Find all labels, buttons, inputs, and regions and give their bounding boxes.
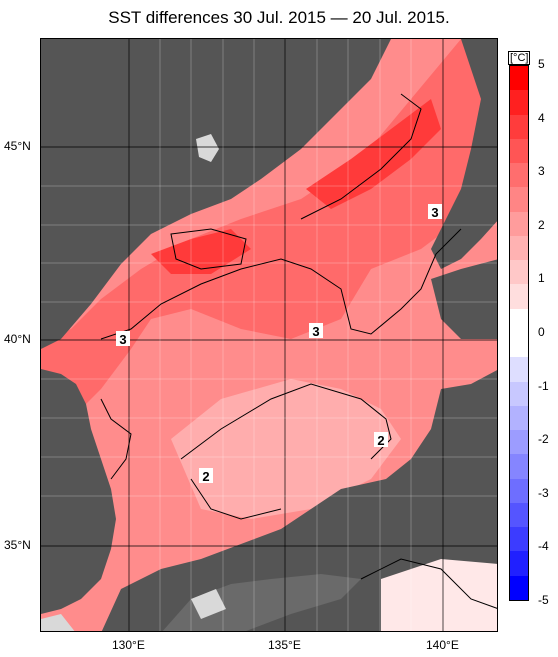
anomaly-hotspot-north xyxy=(306,99,441,209)
island-patch-sw xyxy=(41,614,75,631)
sst-map-canvas: 3 3 3 2 2 xyxy=(41,39,497,631)
colorbar-segment xyxy=(510,575,528,601)
contour-label: 2 xyxy=(202,469,209,484)
colorbar-tick-label: -3 xyxy=(538,485,549,500)
contour-3c-korea xyxy=(100,398,132,480)
lat-tick-label: 40°N xyxy=(4,332,31,346)
colorbar-segment xyxy=(510,138,528,164)
colorbar-segment xyxy=(510,235,528,261)
land-honshu xyxy=(101,370,497,631)
lon-tick-label: 130°E xyxy=(112,638,145,652)
colorbar-segment xyxy=(510,163,528,188)
colorbar-tick-label: 4 xyxy=(538,110,545,125)
lon-tick-label: 135°E xyxy=(268,638,301,652)
contour-lines xyxy=(100,93,497,609)
colorbar-segment xyxy=(510,90,528,116)
land-hokkaido xyxy=(431,259,497,339)
colorbar-segment xyxy=(510,381,528,407)
contour-label: 3 xyxy=(119,332,126,347)
colorbar-segment xyxy=(510,357,528,383)
contour-3c-north xyxy=(300,93,422,220)
sea-pacific xyxy=(381,559,497,631)
land-sakhalin xyxy=(431,39,497,269)
colorbar-segment xyxy=(510,66,528,91)
colorbar-segment xyxy=(510,430,528,455)
lon-tick-label: 140°E xyxy=(426,638,459,652)
colorbar-segment xyxy=(510,114,528,140)
colorbar-segment xyxy=(510,284,528,310)
contour-2c-south xyxy=(190,478,282,520)
colorbar-tick-label: 3 xyxy=(538,164,545,179)
colorbar-segment xyxy=(510,333,528,358)
minor-graticule xyxy=(41,39,497,631)
colorbar-segment xyxy=(510,551,528,577)
land-korea xyxy=(41,369,116,614)
colorbar-tick-label: -2 xyxy=(538,432,549,447)
colorbar-tick-label: 2 xyxy=(538,217,545,232)
colorbar-segment xyxy=(510,187,528,213)
contour-4c-west xyxy=(170,228,247,270)
colorbar-segment xyxy=(510,308,528,334)
contour-label: 3 xyxy=(312,324,319,339)
anomaly-zone-2c xyxy=(171,379,401,519)
contour-label: 2 xyxy=(377,433,384,448)
land-continent-north xyxy=(41,39,391,349)
colorbar-segment xyxy=(510,502,528,528)
contour-label: 3 xyxy=(431,205,438,220)
lat-tick-label: 35°N xyxy=(4,538,31,552)
contour-label-group: 3 3 3 2 2 xyxy=(116,204,442,484)
colorbar xyxy=(509,65,529,601)
colorbar-unit: [°C] xyxy=(508,51,531,65)
colorbar-segment xyxy=(510,260,528,285)
colorbar-segment xyxy=(510,478,528,504)
island-patch xyxy=(196,134,219,162)
colorbar-tick-label: -4 xyxy=(538,539,549,554)
contour-3c-main xyxy=(100,228,462,340)
colorbar-segment xyxy=(510,405,528,431)
colorbar-segment xyxy=(510,527,528,552)
sst-map: 3 3 3 2 2 xyxy=(40,38,498,632)
contour-2c-central xyxy=(180,383,392,460)
colorbar-tick-label: 5 xyxy=(538,57,545,71)
colorbar-tick-label: -5 xyxy=(538,593,549,607)
island-patch-south xyxy=(191,589,226,619)
colorbar-tick-label: 0 xyxy=(538,325,545,339)
colorbar-segment xyxy=(510,454,528,480)
colorbar-segment xyxy=(510,211,528,237)
colorbar-tick-label: 1 xyxy=(538,271,545,286)
land-shikoku xyxy=(162,574,361,631)
colorbar-tick-label: -1 xyxy=(538,378,549,393)
contour-1c-south xyxy=(360,558,497,609)
lat-tick-label: 45°N xyxy=(4,139,31,153)
map-title: SST differences 30 Jul. 2015 — 20 Jul. 2… xyxy=(108,8,450,27)
